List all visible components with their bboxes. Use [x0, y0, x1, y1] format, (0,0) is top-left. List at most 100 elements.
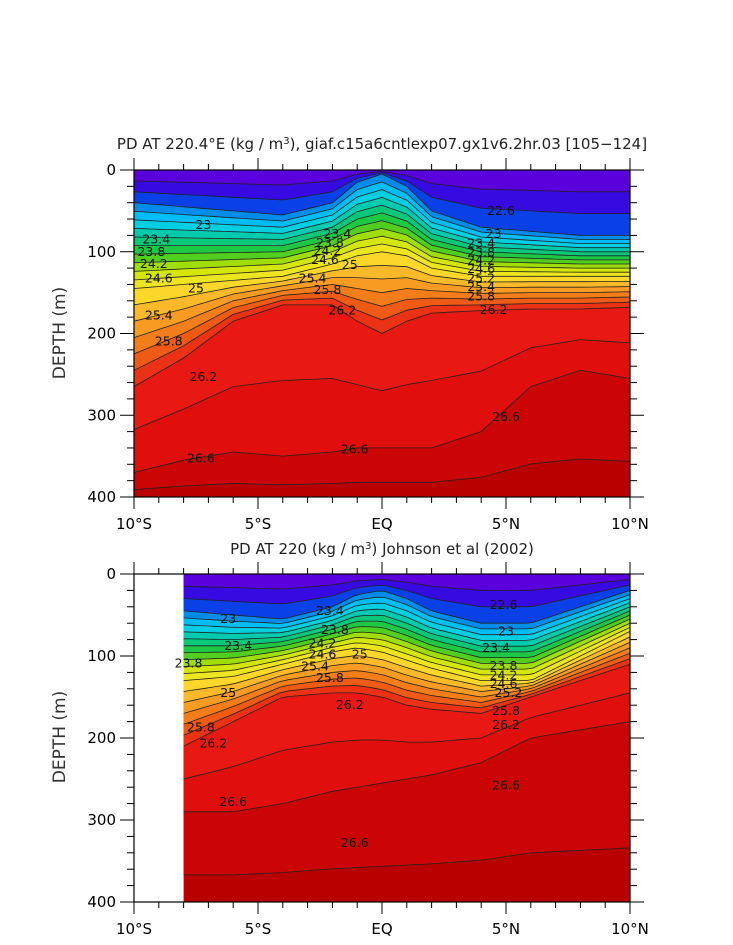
contour-line: [133, 251, 630, 289]
contour-label: 25: [352, 646, 368, 661]
contour-line: [183, 692, 631, 780]
contour-line: [133, 264, 630, 306]
y-tick-label: 300: [87, 811, 116, 829]
y-tick-label: 100: [87, 647, 116, 665]
contour-label: 24.6: [467, 261, 495, 276]
contour-label: 25.4: [145, 308, 173, 323]
contour-label: 24.2: [467, 253, 495, 268]
contour-label: 23.4: [323, 226, 351, 241]
contour-line: [133, 458, 631, 490]
contour-label: 23.4: [224, 638, 252, 653]
contour-line: [133, 228, 630, 265]
contour-label: 25.8: [187, 719, 215, 734]
x-tick-label: 10°N: [611, 920, 649, 938]
contour-line: [133, 196, 630, 249]
contour-label: 26.2: [190, 369, 218, 384]
contour-line: [183, 594, 631, 630]
contour-line: [133, 173, 630, 236]
y-tick-label: 100: [87, 243, 116, 261]
contour-label: 25: [342, 257, 358, 272]
contour-label: 23.4: [467, 236, 495, 251]
lower-panel: PD AT 220 (kg / m3) Johnson et al (2002)…: [50, 540, 649, 938]
contour-label: 23: [498, 623, 514, 638]
contour-line: [183, 721, 631, 813]
contour-label: 25.8: [314, 282, 342, 297]
contour-label: 22.6: [490, 597, 518, 612]
lower-chart-title: PD AT 220 (kg / m3) Johnson et al (2002): [230, 540, 534, 558]
contour-label: 23: [220, 611, 236, 626]
contour-line: [133, 369, 631, 473]
contour-line: [183, 626, 631, 676]
x-tick-label: 10°S: [116, 515, 152, 533]
contour-line: [183, 610, 631, 653]
contour-label: 23.8: [490, 658, 518, 673]
contour-label: 24.6: [309, 646, 337, 661]
lower-y-axis-label: DEPTH (m): [50, 691, 70, 783]
contour-label: 26.2: [199, 736, 227, 751]
y-tick-label: 400: [87, 488, 116, 506]
contour-label: 25.2: [467, 271, 495, 286]
upper-chart-title: PD AT 220.4°E (kg / m3), giaf.c15a6cntle…: [117, 135, 647, 153]
contour-label: 23.4: [316, 603, 344, 618]
contour-label: 25.4: [299, 271, 327, 286]
contour-label: 26.6: [492, 778, 520, 793]
upper-panel: PD AT 220.4°E (kg / m3), giaf.c15a6cntle…: [50, 135, 649, 533]
contour-label: 24.2: [140, 256, 168, 271]
upper-y-axis-label: DEPTH (m): [50, 287, 70, 379]
contour-label: 25.8: [316, 670, 344, 685]
contour-label: 25.4: [467, 279, 495, 294]
x-tick-label: 5°N: [492, 515, 520, 533]
contour-line: [183, 606, 631, 647]
contour-label: 24.6: [490, 676, 518, 691]
contour-line: [183, 590, 631, 624]
y-tick-label: 200: [87, 325, 116, 343]
contour-line: [134, 212, 630, 257]
contour-line: [133, 181, 630, 240]
y-tick-label: 300: [87, 406, 116, 424]
y-tick-label: 200: [87, 729, 116, 747]
contour-line: [183, 602, 631, 641]
contour-label: 26.6: [341, 442, 369, 457]
contour-line: [133, 204, 630, 253]
contour-line: [133, 297, 631, 371]
contour-line: [133, 235, 630, 272]
contour-label: 24.6: [145, 271, 173, 286]
contour-label: 26.2: [492, 717, 520, 732]
x-tick-label: EQ: [371, 515, 392, 533]
x-tick-label: 5°N: [492, 920, 520, 938]
contour-label: 25.4: [301, 659, 329, 674]
contour-label: 23.8: [175, 655, 203, 670]
contour-line: [183, 663, 631, 747]
contour-line: [183, 614, 631, 658]
contour-line: [133, 290, 631, 355]
contour-label: 25: [188, 281, 204, 296]
contour-label: 23: [486, 226, 502, 241]
contour-line: [133, 170, 630, 193]
contour-line: [133, 189, 630, 244]
contour-label: 26.2: [480, 302, 508, 317]
contour-label: 24.6: [311, 252, 339, 267]
contour-label: 24.2: [314, 243, 342, 258]
contour-label: 23.8: [321, 622, 349, 637]
contour-line: [183, 636, 631, 692]
contour-line: [183, 622, 631, 670]
contour-line: [133, 284, 631, 338]
contour-band: [134, 170, 630, 192]
contour-line: [183, 579, 631, 591]
contour-label: 26.6: [219, 794, 247, 809]
y-tick-label: 0: [106, 161, 116, 179]
contour-line: [183, 847, 631, 876]
contour-label: 22.6: [487, 203, 515, 218]
contour-line: [133, 172, 630, 214]
contour-line: [183, 598, 631, 636]
x-tick-label: 10°N: [611, 515, 649, 533]
contour-label: 24.2: [490, 668, 518, 683]
contour-label: 23.8: [467, 245, 495, 260]
contour-label: 26.6: [341, 835, 369, 850]
contour-line: [183, 584, 631, 608]
contour-line: [183, 631, 631, 681]
contour-line: [133, 339, 631, 430]
x-tick-label: 5°S: [245, 920, 272, 938]
contour-label: 26.2: [328, 303, 356, 318]
